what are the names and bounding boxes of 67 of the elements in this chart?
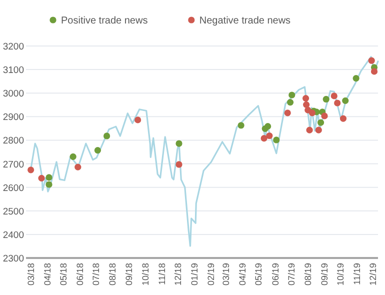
- point: [74, 164, 82, 170]
- point: [260, 135, 268, 142]
- point: [176, 161, 182, 168]
- x-tick-label: 07/19: [286, 263, 296, 286]
- point: [368, 57, 375, 64]
- point: [94, 147, 101, 154]
- point: [321, 112, 328, 120]
- x-tick-label: 11/19: [352, 263, 362, 285]
- point: [315, 126, 322, 134]
- point: [288, 92, 296, 98]
- point: [342, 97, 349, 104]
- point: [273, 136, 280, 144]
- x-tick-label: 06/18: [75, 263, 86, 286]
- x-tick-label: 08/18: [108, 263, 118, 286]
- x-tick-label: 12/18: [172, 263, 183, 286]
- x-tick-label: 03/18: [26, 263, 36, 286]
- point: [266, 132, 273, 140]
- x-tick-label: 02/19: [206, 263, 216, 286]
- point: [264, 123, 272, 130]
- point: [302, 94, 310, 102]
- legend-label: Positive trade news: [61, 16, 148, 26]
- point: [286, 99, 294, 106]
- point: [303, 101, 310, 108]
- y-tick-label: 3100: [2, 65, 24, 76]
- y-tick-label: 3200: [2, 42, 24, 52]
- point: [330, 92, 338, 100]
- point: [370, 68, 378, 75]
- point: [284, 110, 291, 116]
- x-tick-label: 09/19: [320, 263, 330, 286]
- x-tick-label: 04/19: [238, 263, 248, 286]
- point: [70, 153, 76, 160]
- y-tick-label: 3000: [2, 88, 24, 100]
- point: [103, 132, 110, 140]
- y-tick-label: 2300: [2, 254, 24, 264]
- y-tick-label: 2800: [2, 136, 24, 147]
- y-tick-label: 2700: [2, 159, 24, 170]
- point: [238, 122, 244, 129]
- x-tick-label: 01/19: [190, 263, 200, 286]
- x-tick-label: 05/19: [254, 263, 264, 286]
- point: [334, 100, 341, 106]
- point: [46, 181, 52, 188]
- legend-label: Negative trade news: [199, 16, 291, 26]
- point: [134, 116, 142, 124]
- point: [317, 119, 324, 126]
- x-tick-label: 09/18: [124, 263, 134, 286]
- point: [38, 174, 45, 182]
- x-tick-label: 04/18: [42, 263, 52, 286]
- x-tick-label: 12/19: [368, 263, 378, 286]
- x-tick-label: 10/18: [140, 263, 150, 286]
- y-tick-label: 2600: [2, 182, 24, 194]
- point: [322, 96, 330, 103]
- x-tick-label: 06/19: [270, 263, 280, 286]
- point: [306, 126, 313, 134]
- y-tick-label: 2900: [2, 112, 24, 124]
- x-tick-label: 05/18: [58, 263, 68, 286]
- point: [46, 174, 52, 181]
- point: [176, 140, 182, 147]
- x-tick-label: 11/18: [156, 263, 167, 285]
- y-tick-label: 2400: [2, 230, 24, 241]
- x-tick-label: 08/19: [302, 263, 313, 286]
- point: [340, 115, 347, 122]
- x-tick-label: 10/19: [336, 263, 346, 286]
- x-tick-label: 07/18: [91, 263, 102, 286]
- y-tick-label: 2500: [2, 206, 24, 218]
- x-tick-label: 03/19: [221, 263, 232, 286]
- point: [352, 74, 360, 82]
- point: [28, 166, 34, 174]
